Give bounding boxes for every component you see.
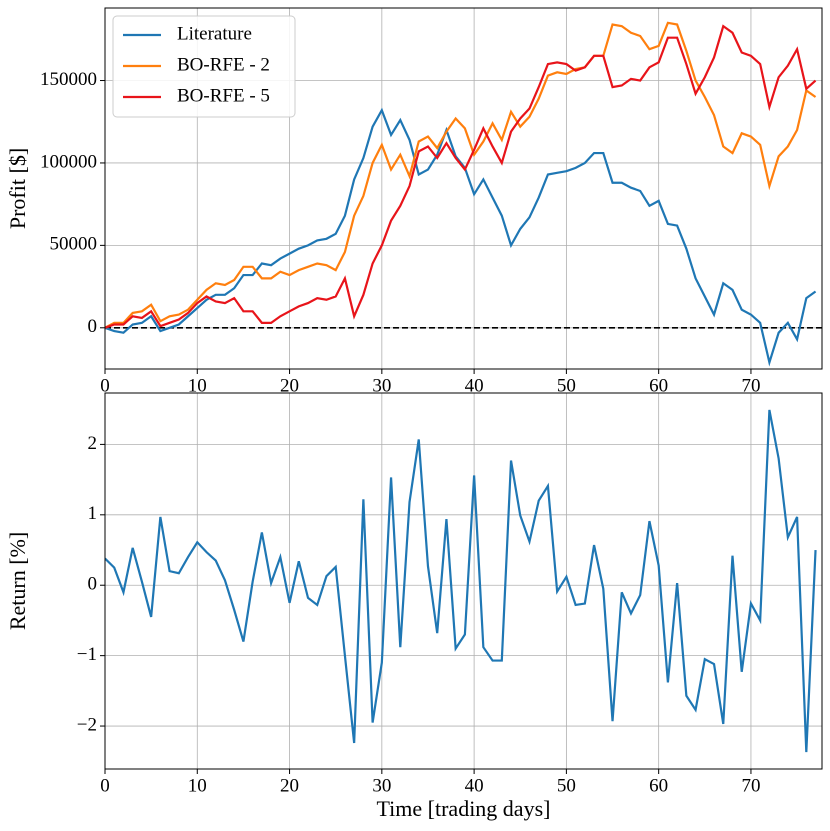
x-tick-label: 10: [188, 775, 207, 796]
x-tick-label: 70: [741, 775, 760, 796]
y-tick-label: 150000: [40, 69, 97, 90]
x-axis-label: Time [trading days]: [377, 796, 551, 821]
y-tick-label: 2: [88, 433, 98, 454]
y-tick-label: 1: [88, 503, 98, 524]
x-tick-label: 50: [557, 375, 576, 396]
series-line: [105, 24, 817, 329]
y-tick-label: 0: [88, 574, 98, 595]
y-axis-label: Profit [$]: [5, 148, 30, 229]
x-tick-label: 40: [465, 775, 484, 796]
x-tick-label: 60: [649, 775, 668, 796]
x-tick-label: 40: [465, 375, 484, 396]
subplot: 0 10 20 30 40 50 60 70 −2 −1 0 1 2 Return [%] Time [tr…: [5, 392, 823, 821]
legend-box: [112, 15, 296, 118]
x-tick-label: 30: [372, 775, 391, 796]
plot-frame: [104, 7, 823, 370]
series-line: [105, 409, 817, 753]
legend: Literature BO-RFE - 2 BO-RFE - 5: [112, 15, 296, 118]
x-tick-label: 10: [188, 375, 207, 396]
subplot: 0 10 20 30 40 50 60 70 0 50000 100000 150000 Profit …: [5, 7, 823, 396]
x-tick-label: 60: [649, 375, 668, 396]
plot-frame: [104, 392, 823, 770]
y-tick-label: 100000: [40, 151, 97, 172]
y-tick-label: 50000: [50, 234, 98, 255]
legend-label: BO-RFE - 5: [177, 85, 270, 106]
y-tick-label: −1: [77, 644, 97, 665]
y-axis-label: Return [%]: [5, 532, 30, 630]
x-tick-label: 30: [372, 375, 391, 396]
x-tick-label: 0: [100, 375, 110, 396]
x-tick-label: 50: [557, 775, 576, 796]
series-line: [105, 21, 817, 329]
x-tick-label: 20: [280, 375, 299, 396]
x-tick-label: 20: [280, 775, 299, 796]
y-tick-label: 0: [88, 316, 98, 337]
x-tick-label: 70: [741, 375, 760, 396]
legend-label: Literature: [177, 23, 252, 44]
legend-label: BO-RFE - 2: [177, 54, 270, 75]
series-line: [105, 107, 817, 367]
y-tick-label: −2: [77, 714, 97, 735]
x-tick-label: 0: [100, 775, 110, 796]
